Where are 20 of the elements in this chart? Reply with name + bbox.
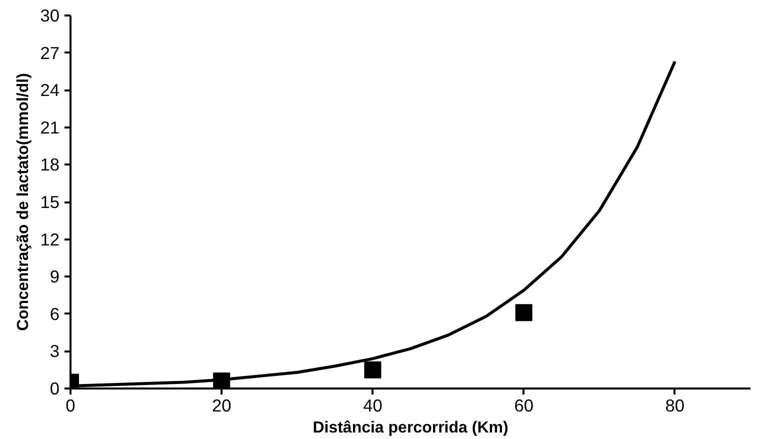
y-tick-label: 0	[50, 378, 60, 398]
x-axis-title: Distância percorrida (Km)	[312, 420, 508, 436]
x-tick-label: 40	[363, 396, 382, 416]
y-axis-title: Concentração de lactato(mmol/dl)	[15, 73, 32, 331]
x-tick-label: 20	[212, 396, 232, 416]
point	[364, 361, 382, 378]
point	[515, 304, 532, 322]
y-tick-label: 9	[50, 266, 60, 287]
y-tick-label: 24	[40, 80, 60, 100]
y-tick-label: 21	[40, 117, 60, 138]
y-tick-label: 6	[50, 304, 60, 324]
y-tick-label: 18	[40, 154, 60, 175]
y-tick-label: 30	[40, 6, 60, 26]
y-tick-label: 3	[50, 341, 60, 362]
y-tick-label: 12	[40, 229, 60, 250]
x-tick-label: 80	[665, 396, 685, 416]
y-tick-label: 27	[40, 42, 60, 63]
x-tick-label: 0	[66, 396, 76, 416]
x-tick-label: 60	[514, 396, 534, 416]
y-tick-label: 15	[40, 192, 60, 212]
